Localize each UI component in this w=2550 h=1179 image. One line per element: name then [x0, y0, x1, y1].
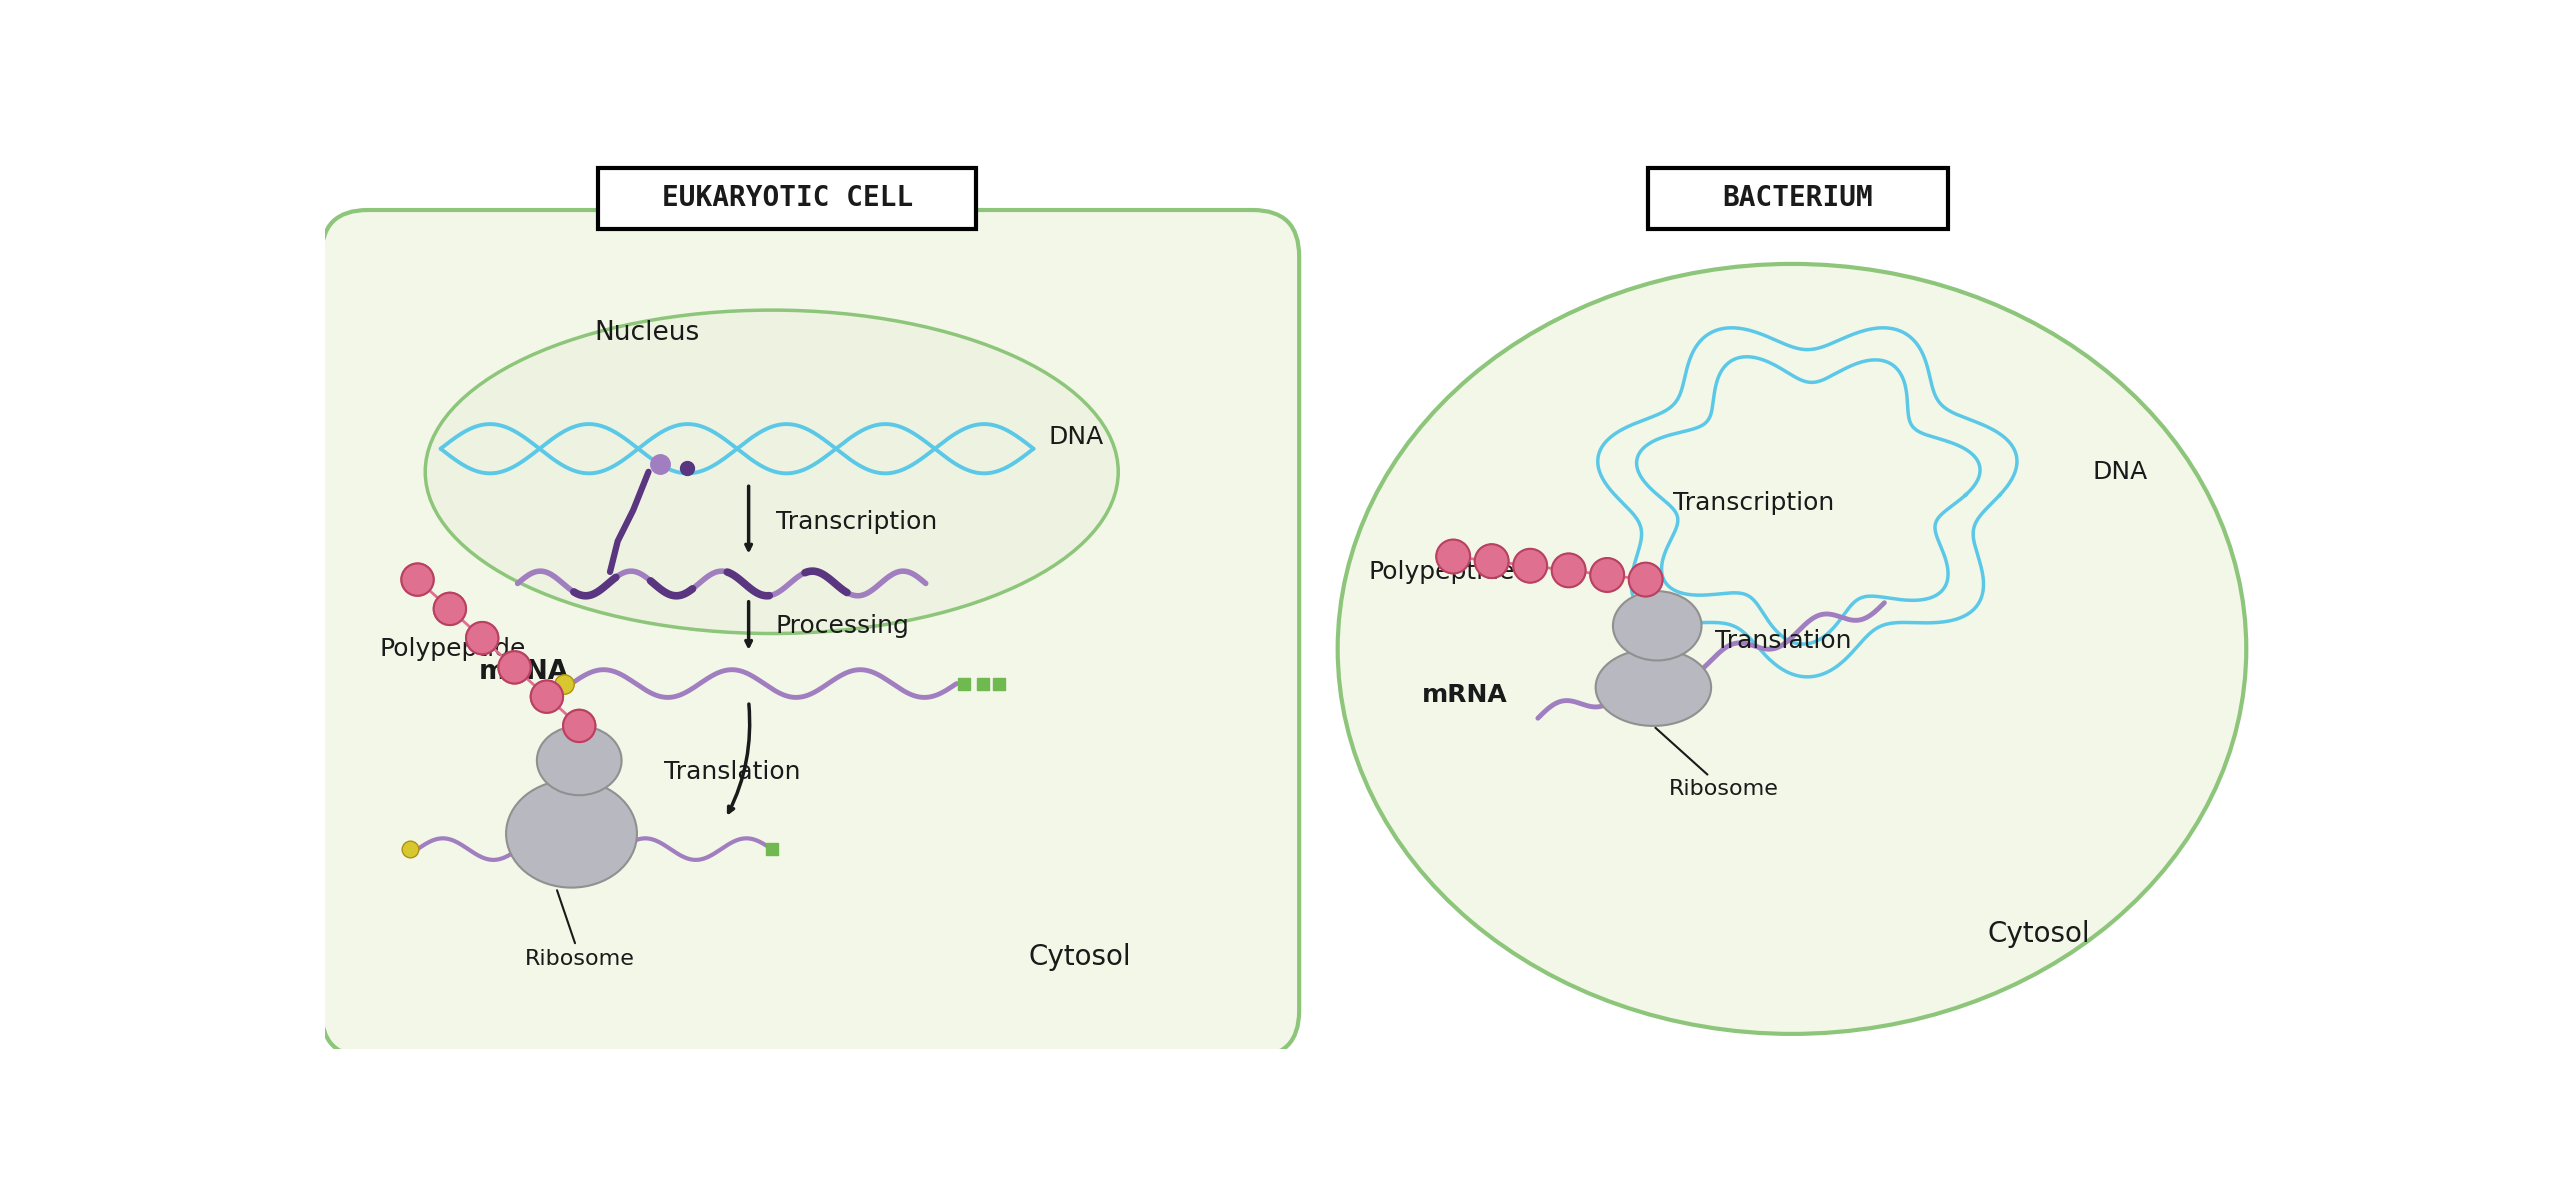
Text: Polypeptide: Polypeptide	[380, 637, 525, 661]
Ellipse shape	[1614, 591, 1701, 660]
Circle shape	[400, 564, 434, 595]
Text: BACTERIUM: BACTERIUM	[1721, 184, 1874, 212]
Text: mRNA: mRNA	[1423, 683, 1507, 707]
Text: Translation: Translation	[663, 760, 801, 784]
Text: Transcription: Transcription	[775, 509, 936, 534]
Ellipse shape	[538, 726, 622, 795]
Text: Cytosol: Cytosol	[1028, 943, 1132, 971]
FancyBboxPatch shape	[321, 210, 1298, 1058]
Ellipse shape	[426, 310, 1119, 633]
Text: Transcription: Transcription	[1673, 490, 1833, 514]
Text: Polypeptide: Polypeptide	[1369, 560, 1515, 584]
Circle shape	[467, 623, 497, 654]
Circle shape	[1436, 540, 1471, 573]
Circle shape	[434, 593, 467, 625]
Circle shape	[564, 710, 594, 742]
Text: Processing: Processing	[775, 614, 910, 638]
Circle shape	[1553, 553, 1586, 587]
Circle shape	[497, 651, 530, 684]
Text: Translation: Translation	[1716, 630, 1851, 653]
Circle shape	[1474, 545, 1510, 578]
FancyBboxPatch shape	[1647, 167, 1948, 229]
Ellipse shape	[505, 779, 638, 888]
Circle shape	[1512, 548, 1548, 582]
Text: Ribosome: Ribosome	[1655, 727, 1780, 799]
Ellipse shape	[1596, 648, 1711, 726]
Ellipse shape	[1339, 264, 2247, 1034]
FancyBboxPatch shape	[599, 167, 977, 229]
Text: DNA: DNA	[1048, 426, 1104, 449]
Circle shape	[1591, 558, 1624, 592]
Text: DNA: DNA	[2091, 460, 2147, 483]
Text: Cytosol: Cytosol	[1986, 920, 2088, 948]
Circle shape	[1629, 562, 1663, 597]
Text: Ribosome: Ribosome	[525, 890, 635, 969]
Text: Nucleus: Nucleus	[594, 321, 699, 347]
Text: mRNA: mRNA	[479, 659, 569, 685]
Text: EUKARYOTIC CELL: EUKARYOTIC CELL	[660, 184, 913, 212]
Circle shape	[530, 680, 564, 713]
